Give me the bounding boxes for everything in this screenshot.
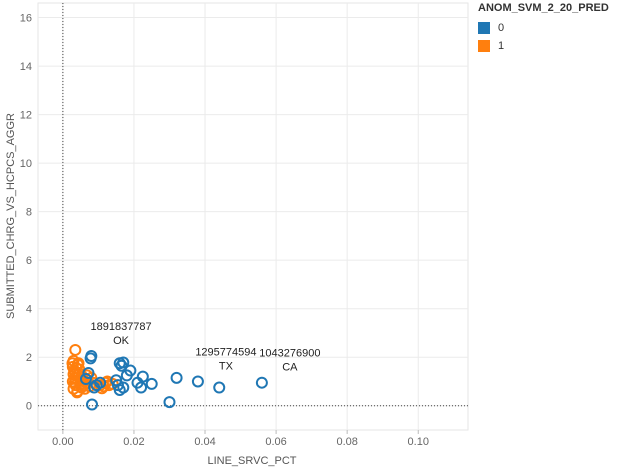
annotation-id: 1295774594: [195, 346, 256, 358]
data-point-series-1[interactable]: [71, 385, 84, 398]
legend-item-1[interactable]: 1: [478, 37, 623, 55]
y-tick-label: 16: [20, 13, 32, 25]
data-point-series-0[interactable]: [79, 373, 92, 386]
y-tick-label: 14: [20, 61, 32, 73]
reference-lines: [38, 3, 468, 430]
data-point-series-0[interactable]: [135, 381, 148, 394]
x-tick-label: 0.04: [194, 436, 215, 448]
annotation-state: CA: [282, 362, 298, 374]
plot-area: [37, 2, 469, 431]
data-point-series-0[interactable]: [94, 376, 107, 389]
x-axis-title: LINE_SRVC_PCT: [207, 455, 296, 467]
annotation-state: TX: [219, 360, 234, 372]
legend-label-1: 1: [498, 40, 505, 52]
y-tick-label: 8: [26, 207, 32, 219]
x-tick-label: 0.00: [52, 436, 73, 448]
data-point-series-0[interactable]: [213, 381, 226, 394]
y-axis-title: SUBMITTED_CHRG_VS_HCPCS_AGGR: [5, 113, 17, 319]
x-tick-label: 0.06: [265, 436, 286, 448]
data-point-series-1[interactable]: [72, 357, 85, 370]
legend-swatch-0: [478, 22, 490, 34]
data-point-series-0[interactable]: [163, 396, 176, 409]
y-tick-label: 12: [20, 110, 32, 122]
data-point-series-0[interactable]: [191, 375, 204, 388]
data-point-series-0[interactable]: [117, 356, 130, 369]
legend-swatch-1: [478, 40, 490, 52]
x-tick-label: 0.08: [336, 436, 357, 448]
data-point-series-0[interactable]: [255, 376, 268, 389]
legend: ANOM_SVM_2_20_PRED 0 1: [478, 2, 623, 55]
x-tick-label: 0.02: [123, 436, 144, 448]
data-point-series-0[interactable]: [86, 398, 99, 411]
annotation-state: OK: [113, 335, 130, 347]
annotation-id: 1891837787: [90, 321, 151, 333]
data-point-series-0[interactable]: [124, 364, 137, 377]
data-point-series-0[interactable]: [170, 371, 183, 384]
data-points[interactable]: [66, 343, 268, 411]
data-point-series-1[interactable]: [66, 357, 79, 370]
data-point-series-0[interactable]: [136, 370, 149, 383]
data-point-series-0[interactable]: [82, 366, 95, 379]
y-tick-label: 4: [26, 304, 32, 316]
gridlines: [37, 2, 469, 431]
y-tick-label: 10: [20, 158, 32, 170]
legend-label-0: 0: [498, 22, 505, 34]
annotation-id: 1043276900: [259, 348, 320, 360]
y-axis-ticks: 0 2 4 6 8 10 12 14 16: [20, 13, 32, 413]
y-tick-label: 6: [26, 255, 32, 267]
data-point-series-0[interactable]: [145, 377, 158, 390]
x-tick-label: 0.10: [408, 436, 429, 448]
x-axis-ticks: 0.00 0.02 0.04 0.06 0.08 0.10: [52, 430, 429, 448]
data-point-series-1[interactable]: [106, 377, 119, 390]
annotations: 1891837787 OK 1295774594 TX 1043276900 CA: [90, 321, 320, 374]
data-point-series-0[interactable]: [85, 350, 98, 363]
legend-title: ANOM_SVM_2_20_PRED: [478, 2, 609, 14]
y-tick-label: 0: [26, 401, 32, 413]
y-tick-label: 2: [26, 352, 32, 364]
data-point-series-1[interactable]: [69, 343, 82, 356]
legend-item-0[interactable]: 0: [478, 19, 623, 37]
data-point-series-0[interactable]: [117, 381, 130, 394]
